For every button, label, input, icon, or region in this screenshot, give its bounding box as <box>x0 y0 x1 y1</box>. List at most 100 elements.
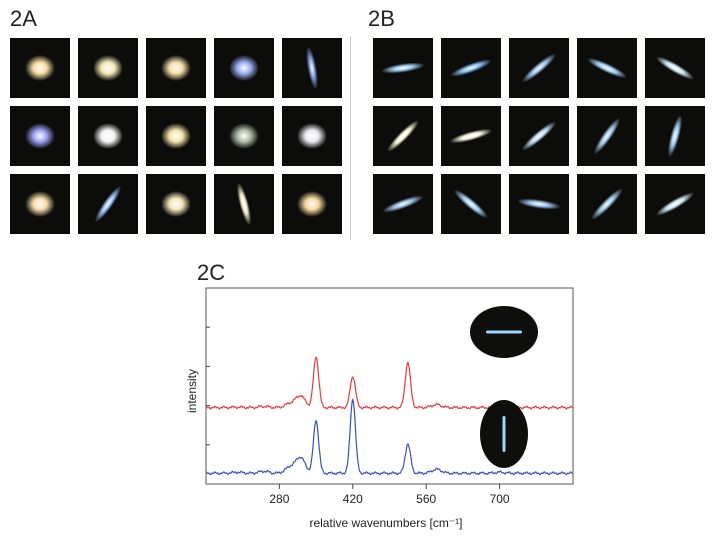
grid-2b-particle <box>521 121 557 151</box>
grid-2b-cell <box>645 174 705 234</box>
grid-2b-particle <box>593 117 621 155</box>
grid-2b-particle <box>655 56 695 80</box>
grid-2a-particle-image <box>78 174 138 234</box>
grid-2b-cell <box>645 38 705 98</box>
grid-2a-cell <box>10 106 70 166</box>
x-tick-label: 420 <box>343 492 363 506</box>
grid-2b-particle <box>381 62 425 74</box>
grid-2a-particle <box>94 185 122 223</box>
grid-2a-cell <box>146 38 206 98</box>
grid-2a-particle <box>93 55 123 81</box>
inset-particle-1 <box>486 330 522 334</box>
grid-2a-particle-image <box>78 106 138 166</box>
grid-2b-particle-image <box>577 106 637 166</box>
y-ticks <box>206 326 210 446</box>
grid-2b-cell <box>645 106 705 166</box>
grid-2b-cell <box>509 106 569 166</box>
grid-2a-particle <box>161 123 191 149</box>
grid-2a-particle-image <box>146 38 206 98</box>
grid-2b-particle <box>450 59 492 77</box>
grid-2a-particle-image <box>10 38 70 98</box>
grid-2b-particle <box>521 53 557 83</box>
spectrum-line-2 <box>205 398 574 476</box>
inset-particle-2 <box>502 416 506 452</box>
grid-2a-particle-image <box>214 106 274 166</box>
grid-2b-cell <box>509 38 569 98</box>
grid-2b-particle-image <box>441 174 501 234</box>
grid-2b-particle-image <box>645 106 705 166</box>
grid-2a-particle <box>161 55 191 81</box>
grid-2b-cell <box>373 38 433 98</box>
grid-2a-particle <box>306 46 318 90</box>
raman-spectrum-svg: 280 420 560 700 intensity relative wavenumb… <box>186 287 574 530</box>
particle-grid-2b <box>373 38 705 234</box>
panel-label-2c: 2C <box>197 260 226 285</box>
grid-2a-particle-image <box>10 174 70 234</box>
grid-2a-particle-image <box>10 106 70 166</box>
grid-2b-particle <box>655 192 695 216</box>
grid-2b-particle <box>449 128 493 144</box>
grid-2a-cell <box>214 106 274 166</box>
grid-2b-cell <box>441 106 501 166</box>
grid-2a-cell <box>10 38 70 98</box>
grid-2b-cell <box>441 174 501 234</box>
grid-2b-cell <box>373 106 433 166</box>
grid-2b-cell <box>577 174 637 234</box>
grid-2b-cell <box>373 174 433 234</box>
grid-2a-particle-image <box>146 174 206 234</box>
x-ticks: 280 420 560 700 <box>269 484 510 506</box>
grid-2b-particle <box>586 57 628 79</box>
grid-2b-cell <box>441 38 501 98</box>
grid-2a-cell <box>282 106 342 166</box>
grid-2b-particle <box>453 189 489 219</box>
grid-2a-particle-image <box>282 106 342 166</box>
grid-2b-particle-image <box>373 174 433 234</box>
grid-2a-particle <box>297 123 327 149</box>
x-tick-label: 280 <box>269 492 289 506</box>
grid-2b-particle-image <box>645 174 705 234</box>
grid-2b-particle-image <box>441 106 501 166</box>
grid-2a-cell <box>214 38 274 98</box>
particle-grid-2a <box>10 38 342 234</box>
grid-2b-particle <box>382 195 424 213</box>
grid-2a-particle-image <box>146 106 206 166</box>
grid-2b-cell <box>577 38 637 98</box>
grid-2b-particle <box>667 114 683 158</box>
panel-divider <box>350 36 351 240</box>
y-axis-label: intensity <box>186 369 199 413</box>
grid-2a-particle <box>93 123 123 149</box>
grid-2a-particle <box>25 123 55 149</box>
grid-2a-cell <box>282 38 342 98</box>
grid-2a-cell <box>282 174 342 234</box>
grid-2b-cell <box>509 174 569 234</box>
grid-2b-particle <box>517 198 561 210</box>
grid-2a-particle <box>25 191 55 217</box>
grid-2b-particle-image <box>509 38 569 98</box>
grid-2a-particle-image <box>214 174 274 234</box>
grid-2a-cell <box>146 174 206 234</box>
grid-2b-particle-image <box>577 174 637 234</box>
panel-label-2a: 2A <box>10 6 37 31</box>
grid-2b-particle-image <box>441 38 501 98</box>
grid-2b-particle-image <box>373 38 433 98</box>
grid-2b-cell <box>577 106 637 166</box>
grid-2a-particle <box>297 191 327 217</box>
grid-2a-cell <box>78 106 138 166</box>
grid-2b-particle-image <box>373 106 433 166</box>
x-tick-label: 560 <box>416 492 436 506</box>
grid-2a-particle <box>236 182 252 226</box>
grid-2a-particle-image <box>282 38 342 98</box>
grid-2a-cell <box>146 106 206 166</box>
grid-2a-particle <box>161 191 191 217</box>
grid-2a-cell <box>10 174 70 234</box>
grid-2a-cell <box>78 174 138 234</box>
grid-2a-particle <box>229 123 259 149</box>
raman-spectrum-chart: 280 420 560 700 intensity relative wavenumb… <box>186 286 576 534</box>
grid-2a-particle-image <box>214 38 274 98</box>
grid-2a-particle <box>25 55 55 81</box>
grid-2b-particle <box>591 188 623 220</box>
grid-2b-particle-image <box>577 38 637 98</box>
grid-2a-particle <box>229 55 259 81</box>
panel-label-2b: 2B <box>368 6 395 31</box>
grid-2b-particle-image <box>509 106 569 166</box>
